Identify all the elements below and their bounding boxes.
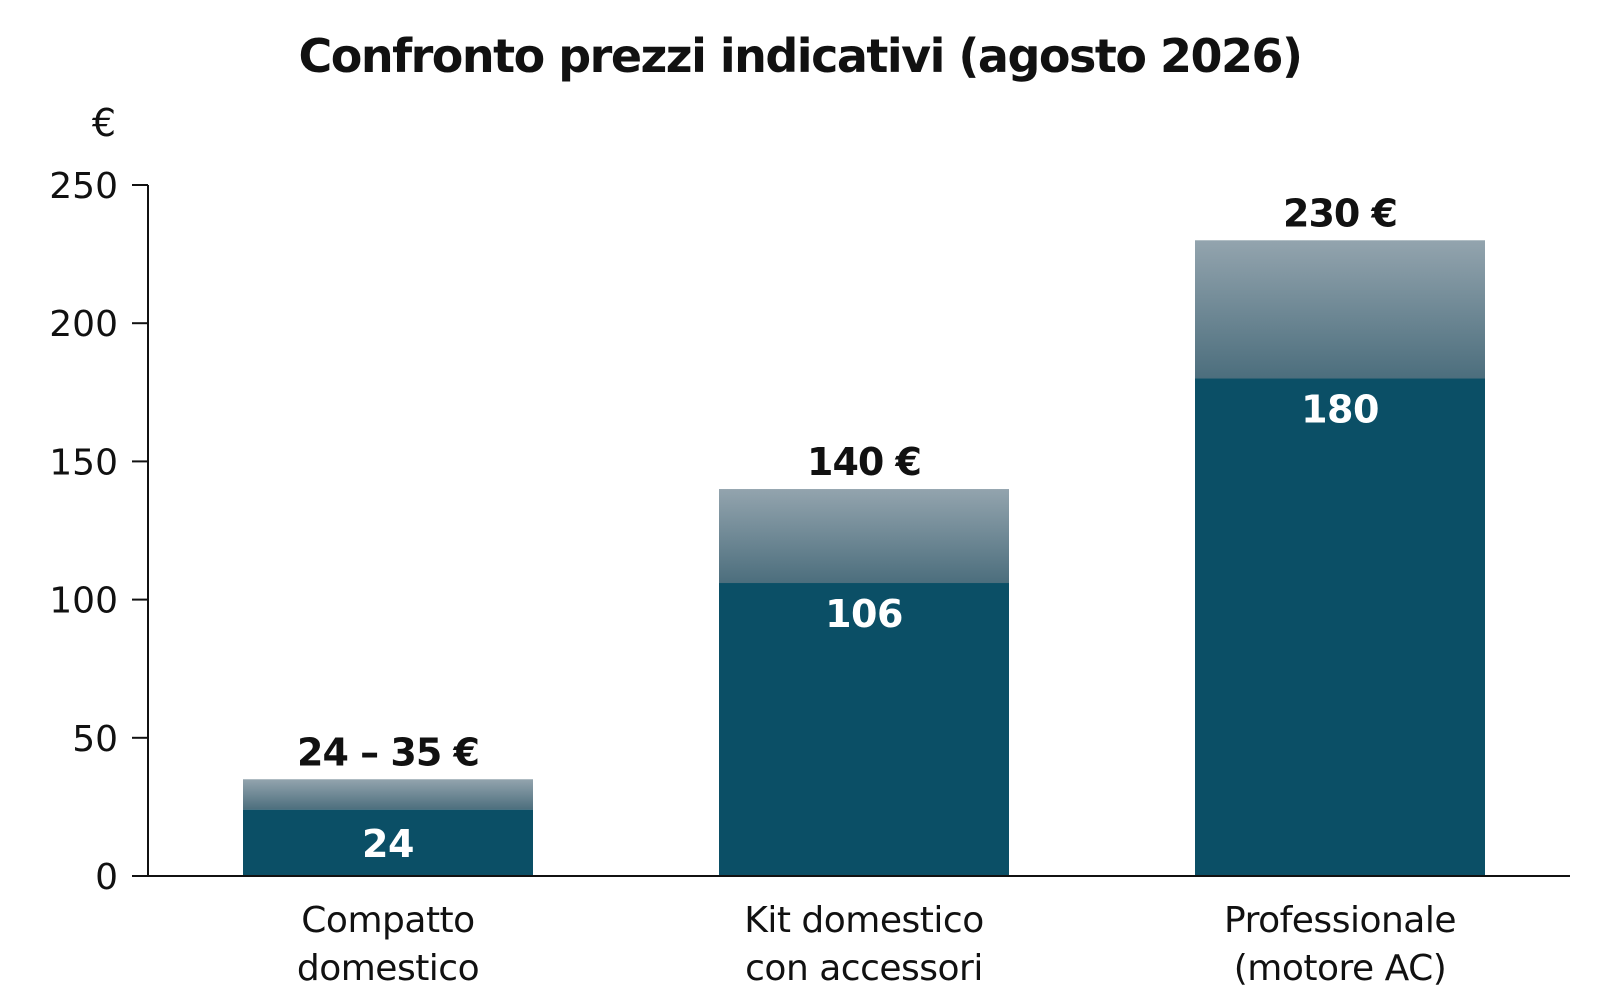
- x-category-label: Compatto: [301, 900, 474, 941]
- y-axis: 0 50 100 150 200 250: [49, 166, 149, 898]
- x-axis: Compatto domestico Kit domestico con access…: [148, 875, 1570, 989]
- bar-base-value-label: 106: [825, 592, 903, 636]
- bar-upper-segment: [719, 489, 1009, 584]
- bar-total-label: 24 – 35 €: [297, 730, 479, 774]
- bar-base-segment: [243, 809, 533, 876]
- y-axis-unit-label: €: [92, 101, 116, 145]
- y-tick-label: 150: [49, 442, 118, 483]
- y-tick-label: 200: [49, 304, 118, 345]
- bar-total-label: 140 €: [807, 440, 921, 484]
- chart-title: Confronto prezzi indicativi (agosto 2026…: [298, 29, 1301, 83]
- bars: 24 24 – 35 € 106 140 € 180 230 €: [243, 191, 1485, 876]
- bar-group: 106 140 €: [719, 440, 1009, 876]
- bar-group: 24 24 – 35 €: [243, 730, 533, 876]
- y-tick-label: 50: [72, 719, 118, 760]
- y-tick-label: 0: [95, 857, 118, 898]
- y-tick-label: 100: [49, 581, 118, 622]
- y-tick-label: 250: [49, 166, 118, 207]
- bar-base-segment: [719, 583, 1009, 876]
- bar-base-value-label: 24: [362, 822, 414, 866]
- bar-total-label: 230 €: [1283, 191, 1397, 235]
- x-category-label: (motore AC): [1234, 948, 1447, 989]
- bar-base-segment: [1195, 378, 1485, 876]
- x-category-label: Kit domestico: [744, 900, 983, 941]
- bar-upper-segment: [243, 779, 533, 810]
- bar-base-value-label: 180: [1301, 387, 1379, 431]
- x-category-label: Professionale: [1224, 900, 1456, 941]
- bar-group: 180 230 €: [1195, 191, 1485, 876]
- x-category-label: domestico: [297, 948, 479, 989]
- bar-upper-segment: [1195, 240, 1485, 379]
- x-category-label: con accessori: [745, 948, 983, 989]
